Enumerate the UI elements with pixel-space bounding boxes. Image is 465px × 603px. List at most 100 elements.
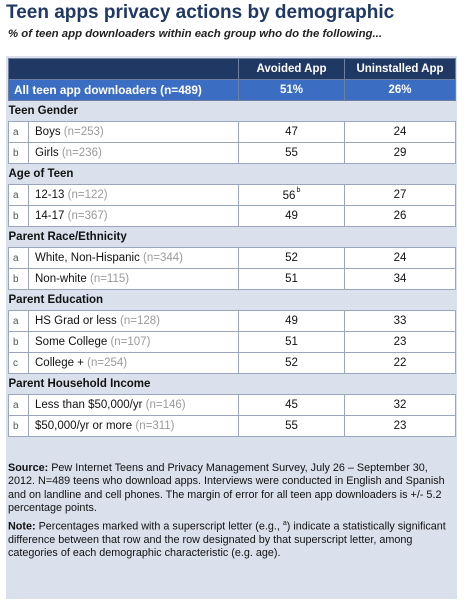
section-title: Parent Household Income bbox=[8, 373, 456, 395]
uninstalled-value: 26 bbox=[393, 210, 407, 222]
table-body: Teen Gender a Boys (n=253) 47 24 b Girls (n=23… bbox=[8, 100, 456, 437]
row-letter: a bbox=[8, 394, 29, 416]
avoided-cell: 55 bbox=[238, 415, 345, 437]
section-title: Teen Gender bbox=[8, 100, 456, 122]
column-header-uninstalled: Uninstalled App bbox=[344, 58, 456, 80]
source-note: Source: Pew Internet Teens and Privacy M… bbox=[8, 462, 455, 516]
avoided-cell: 51 bbox=[238, 331, 345, 353]
row-label: College + bbox=[35, 357, 84, 369]
row-label: $50,000/yr or more bbox=[35, 420, 133, 432]
avoided-value: 51 bbox=[285, 336, 298, 348]
avoided-value: 55 bbox=[285, 147, 298, 159]
row-letter: b bbox=[8, 415, 29, 437]
row-sample-size: (n=107) bbox=[110, 336, 151, 348]
table-row: b Non-white (n=115) 51 34 bbox=[8, 268, 456, 290]
row-label-cell: $50,000/yr or more (n=311) bbox=[28, 415, 239, 437]
avoided-cell: 45 bbox=[238, 394, 345, 416]
column-header-avoided: Avoided App bbox=[238, 58, 345, 80]
row-sample-size: (n=236) bbox=[61, 147, 102, 159]
row-sample-size: (n=253) bbox=[63, 126, 104, 138]
uninstalled-cell: 34 bbox=[344, 268, 456, 290]
row-label-cell: Girls (n=236) bbox=[28, 142, 239, 164]
avoided-cell: 49 bbox=[238, 205, 345, 227]
row-label-cell: Boys (n=253) bbox=[28, 121, 239, 143]
row-sample-size: (n=254) bbox=[87, 357, 128, 369]
significance-note: Note: Percentages marked with a superscr… bbox=[8, 517, 455, 561]
uninstalled-cell: 23 bbox=[344, 331, 456, 353]
uninstalled-value: 27 bbox=[393, 189, 407, 201]
table-row: b 14-17 (n=367) 49 26 bbox=[8, 205, 456, 227]
row-sample-size: (n=128) bbox=[120, 315, 160, 327]
uninstalled-value: 24 bbox=[393, 126, 407, 138]
avoided-value: 52 bbox=[285, 252, 298, 264]
uninstalled-value: 34 bbox=[393, 273, 407, 285]
source-label: Source: bbox=[8, 462, 49, 474]
section-header-row: Teen Gender bbox=[8, 100, 456, 122]
avoided-cell: 56b bbox=[238, 184, 345, 206]
table-row: b Girls (n=236) 55 29 bbox=[8, 142, 456, 164]
footnotes: Source: Pew Internet Teens and Privacy M… bbox=[8, 462, 455, 561]
row-letter: b bbox=[8, 268, 29, 290]
row-sample-size: (n=146) bbox=[145, 399, 186, 411]
row-sample-size: (n=311) bbox=[135, 420, 175, 432]
row-label-cell: Less than $50,000/yr (n=146) bbox=[28, 394, 239, 416]
row-letter: c bbox=[8, 352, 29, 374]
note-text-1: Percentages marked with a superscript le… bbox=[35, 520, 283, 533]
all-row-label: All teen app downloaders (n=489) bbox=[8, 79, 239, 101]
all-row-avoided: 51% bbox=[238, 79, 345, 101]
uninstalled-cell: 24 bbox=[344, 121, 456, 143]
avoided-cell: 47 bbox=[238, 121, 345, 143]
row-label-cell: HS Grad or less (n=128) bbox=[28, 310, 239, 332]
row-label-cell: College + (n=254) bbox=[28, 352, 239, 374]
avoided-value: 55 bbox=[285, 420, 298, 432]
avoided-value: 47 bbox=[285, 126, 298, 138]
uninstalled-cell: 22 bbox=[344, 352, 456, 374]
row-label-cell: Some College (n=107) bbox=[28, 331, 239, 353]
avoided-value: 49 bbox=[285, 315, 298, 327]
row-label-cell: 14-17 (n=367) bbox=[28, 205, 239, 227]
avoided-value: 56 bbox=[282, 189, 296, 202]
table-row: a White, Non-Hispanic (n=344) 52 24 bbox=[8, 247, 456, 269]
all-downloaders-row: All teen app downloaders (n=489) 51% 26% bbox=[8, 79, 456, 101]
avoided-cell: 52 bbox=[238, 247, 345, 269]
row-label-cell: White, Non-Hispanic (n=344) bbox=[28, 247, 239, 269]
avoided-value: 52 bbox=[285, 357, 298, 369]
row-letter: a bbox=[8, 184, 29, 206]
row-label: 12-13 bbox=[35, 189, 65, 201]
uninstalled-value: 23 bbox=[393, 336, 407, 348]
row-letter: b bbox=[8, 205, 29, 227]
section-title: Age of Teen bbox=[8, 163, 456, 185]
page-title: Teen apps privacy actions by demographic bbox=[6, 2, 395, 23]
row-label: Girls bbox=[35, 147, 59, 159]
table-row: b Some College (n=107) 51 23 bbox=[8, 331, 456, 353]
note-text-2: ) indicate a statistically significant d… bbox=[8, 520, 446, 560]
table-row: a HS Grad or less (n=128) 49 33 bbox=[8, 310, 456, 332]
significance-superscript: b bbox=[296, 186, 301, 194]
row-sample-size: (n=122) bbox=[67, 189, 108, 201]
avoided-value: 49 bbox=[285, 210, 298, 222]
uninstalled-cell: 26 bbox=[344, 205, 456, 227]
section-header-row: Parent Household Income bbox=[8, 373, 456, 395]
row-label: HS Grad or less bbox=[35, 315, 117, 327]
uninstalled-value: 32 bbox=[393, 399, 407, 411]
section-header-row: Age of Teen bbox=[8, 163, 456, 185]
table-row: c College + (n=254) 52 22 bbox=[8, 352, 456, 374]
row-label: Less than $50,000/yr bbox=[35, 399, 143, 411]
row-letter: a bbox=[8, 121, 29, 143]
avoided-cell: 49 bbox=[238, 310, 345, 332]
section-title: Parent Race/Ethnicity bbox=[8, 226, 456, 248]
row-letter: a bbox=[8, 310, 29, 332]
row-label: Some College bbox=[35, 336, 108, 348]
row-label-cell: Non-white (n=115) bbox=[28, 268, 239, 290]
row-letter: b bbox=[8, 142, 29, 164]
avoided-cell: 51 bbox=[238, 268, 345, 290]
row-letter: b bbox=[8, 331, 29, 353]
row-label: White, Non-Hispanic bbox=[35, 252, 140, 264]
uninstalled-cell: 33 bbox=[344, 310, 456, 332]
source-text: Pew Internet Teens and Privacy Managemen… bbox=[8, 462, 445, 515]
uninstalled-cell: 32 bbox=[344, 394, 456, 416]
uninstalled-cell: 27 bbox=[344, 184, 456, 206]
page-subtitle: % of teen app downloaders within each gr… bbox=[8, 28, 382, 40]
uninstalled-value: 33 bbox=[393, 315, 407, 327]
